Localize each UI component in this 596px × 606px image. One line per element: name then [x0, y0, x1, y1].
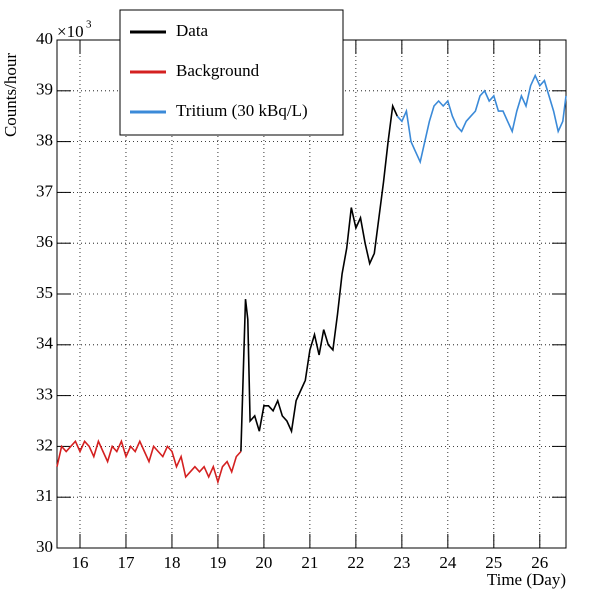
x-tick-label: 16	[71, 553, 88, 572]
legend-label: Background	[176, 61, 260, 80]
y-tick-label: 30	[36, 537, 53, 556]
data-line	[240, 103, 399, 452]
y-tick-label: 37	[36, 181, 54, 200]
y-tick-label: 40	[36, 29, 53, 48]
data-line	[56, 439, 242, 485]
y-axis-label: Counts/hour	[1, 53, 20, 137]
y-tick-label: 38	[36, 131, 53, 150]
y-tick-label: 39	[36, 80, 53, 99]
y-tick-label: 31	[36, 486, 53, 505]
y-tick-label: 35	[36, 283, 53, 302]
x-axis-label: Time (Day)	[487, 570, 566, 589]
x-tick-label: 24	[439, 553, 457, 572]
x-tick-label: 18	[163, 553, 180, 572]
legend-label: Data	[176, 21, 209, 40]
x-tick-label: 22	[347, 553, 364, 572]
y-tick-label: 32	[36, 435, 53, 454]
x-tick-label: 20	[255, 553, 272, 572]
x-tick-label: 25	[485, 553, 502, 572]
y-tick-label: 33	[36, 385, 53, 404]
y-tick-label: 34	[36, 334, 54, 353]
x-tick-label: 23	[393, 553, 410, 572]
x-tick-label: 19	[209, 553, 226, 572]
y-exponent: 3	[86, 19, 92, 31]
x-tick-label: 17	[117, 553, 135, 572]
legend-label: Tritium (30 kBq/L)	[176, 101, 308, 120]
y-tick-label: 36	[36, 232, 53, 251]
data-line	[396, 73, 567, 165]
x-tick-label: 21	[301, 553, 318, 572]
y-multiplier: ×10	[57, 22, 84, 41]
x-tick-label: 26	[531, 553, 548, 572]
